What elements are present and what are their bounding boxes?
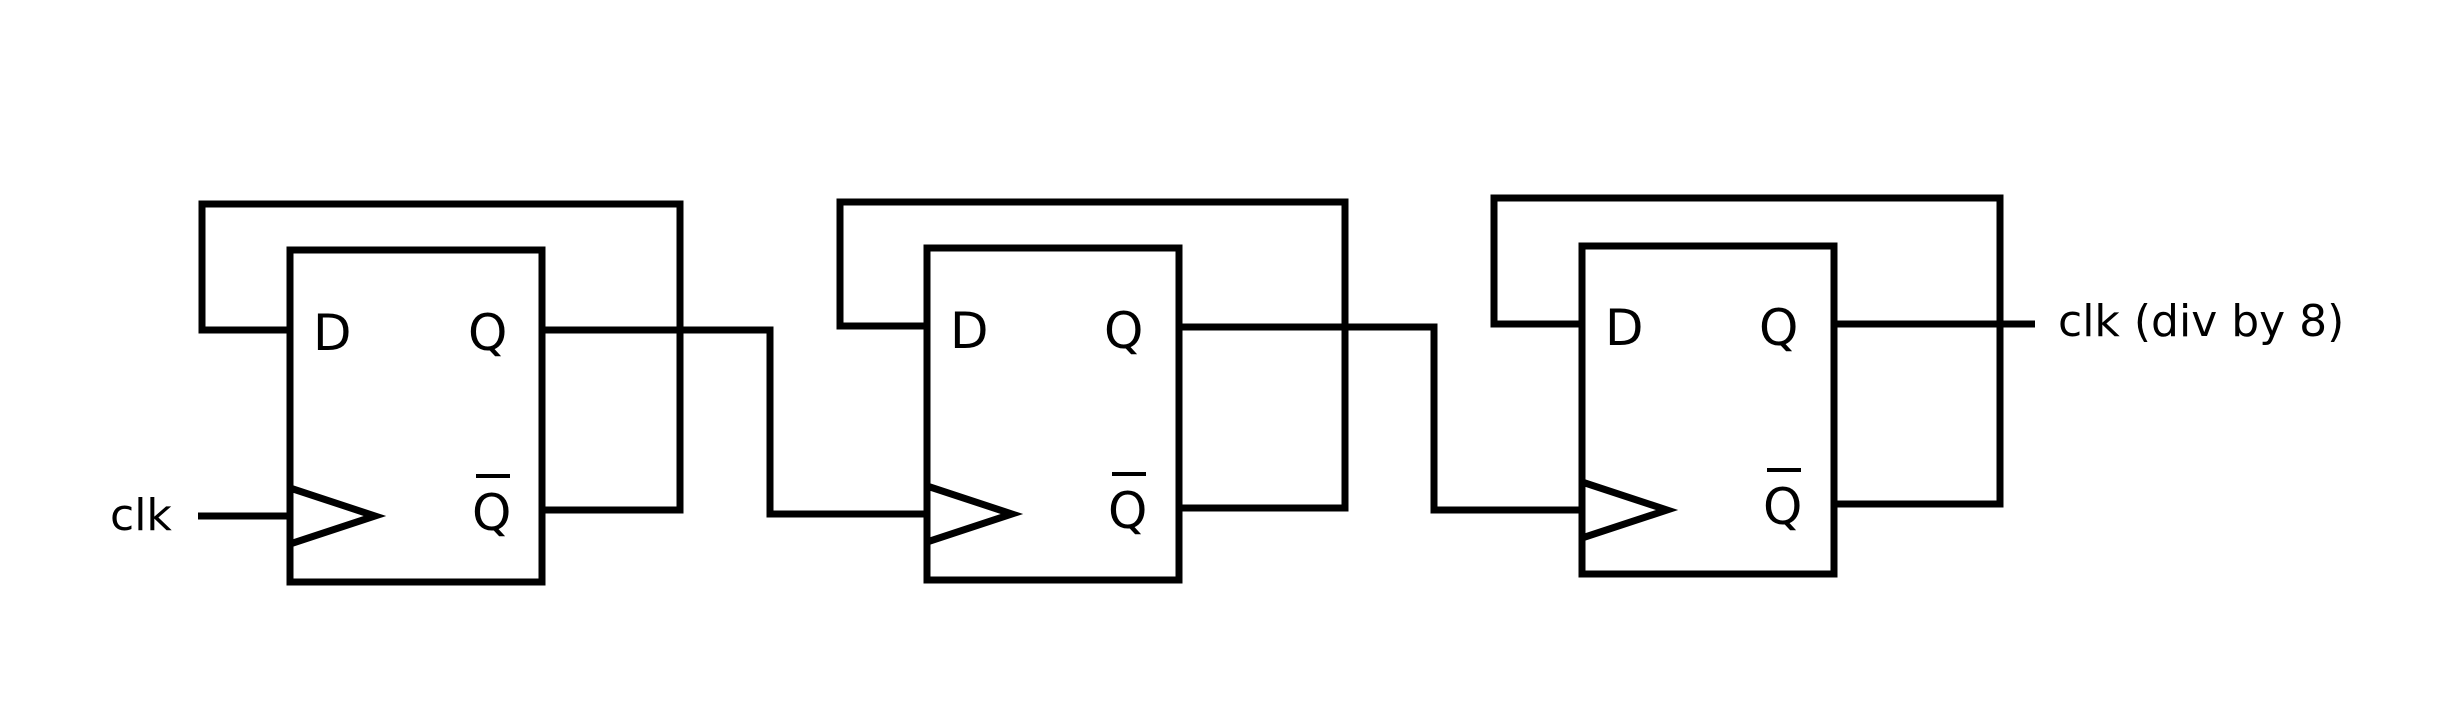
flip-flop-2-q-to-ff3-clock-wire bbox=[1179, 323, 1582, 514]
flip-flop-2: D Q Q bbox=[923, 244, 1183, 584]
flip-flop-2-feedback-wire bbox=[836, 198, 1349, 512]
flip-flop-2-body bbox=[923, 244, 1183, 584]
flip-flop-1-clock-triangle bbox=[286, 483, 387, 549]
flip-flop-2-qbar-label: Q bbox=[1108, 482, 1147, 540]
flip-flop-3: D Q Q bbox=[1578, 242, 1838, 578]
flip-flop-3-feedback-wire bbox=[1490, 194, 2004, 508]
clk-input-label: clk bbox=[110, 490, 172, 541]
flip-flop-3-d-label: D bbox=[1605, 299, 1644, 357]
flip-flop-1-q-to-ff2-clock-wire bbox=[542, 326, 927, 518]
clk-output-label: clk (div by 8) bbox=[2058, 296, 2344, 347]
flip-flop-3-qbar-label: Q bbox=[1763, 478, 1802, 536]
flip-flop-2-clock-triangle bbox=[923, 481, 1024, 547]
flip-flop-3-body bbox=[1578, 242, 1838, 578]
flip-flop-1-qbar-label: Q bbox=[472, 484, 511, 542]
flip-flop-1: D Q Q bbox=[286, 246, 546, 586]
flip-flop-1-d-label: D bbox=[313, 304, 352, 362]
flip-flop-3-clock-triangle bbox=[1578, 477, 1679, 543]
flip-flop-1-body bbox=[286, 246, 546, 586]
flip-flop-2-q-label: Q bbox=[1104, 302, 1143, 360]
flip-flop-2-d-label: D bbox=[950, 302, 989, 360]
flip-flop-1-q-label: Q bbox=[468, 304, 507, 362]
flip-flop-3-q-label: Q bbox=[1759, 299, 1798, 357]
flip-flop-1-feedback-wire bbox=[198, 200, 684, 514]
